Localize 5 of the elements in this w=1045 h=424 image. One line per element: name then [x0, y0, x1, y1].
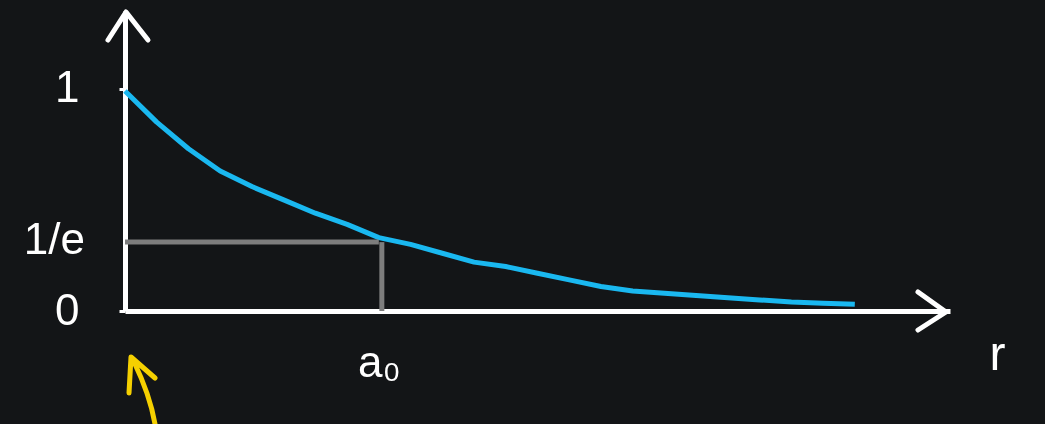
text: 1/e: [23, 214, 85, 263]
x-tick-label: a₀: [357, 336, 401, 386]
y-tick-label: 1: [55, 62, 80, 112]
y-tick-label: 0: [55, 284, 80, 334]
x-axis-title: r: [989, 326, 1006, 380]
